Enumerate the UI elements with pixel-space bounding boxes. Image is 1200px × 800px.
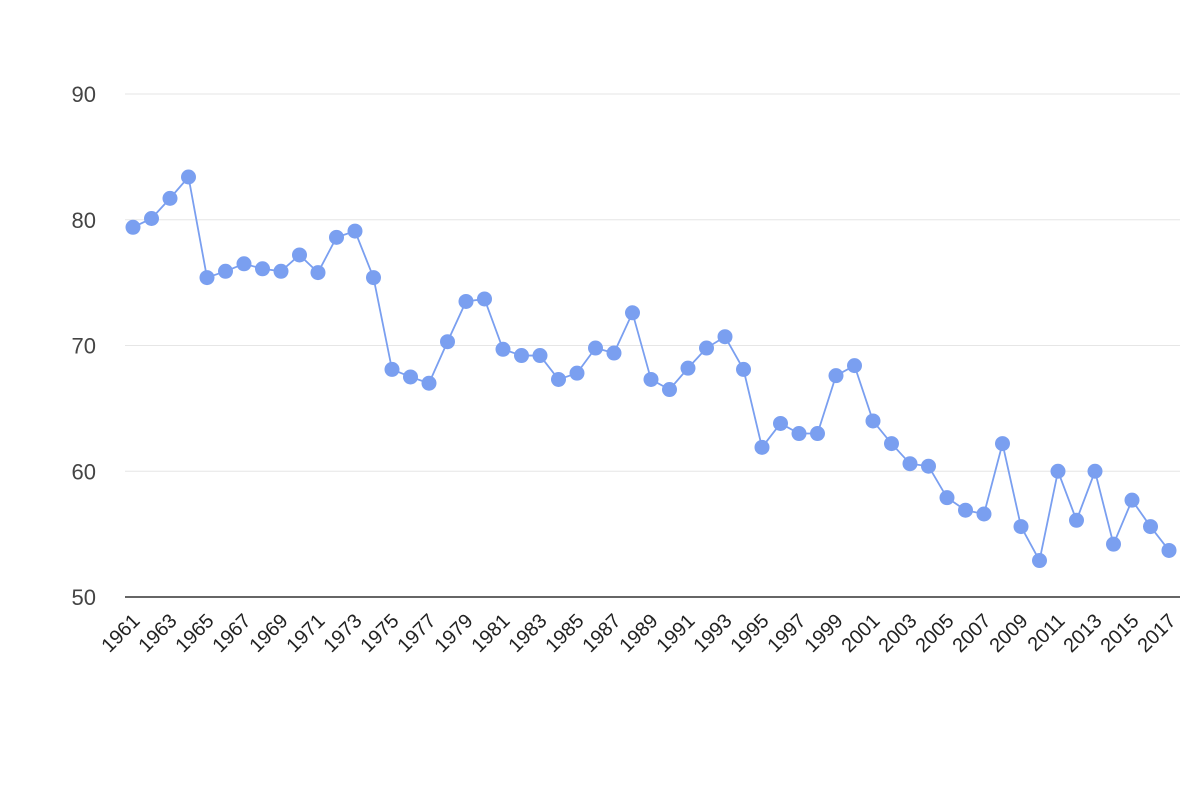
data-point-1964[interactable]: [181, 169, 196, 185]
x-tick-label: 2009: [986, 610, 1033, 657]
data-point-1992[interactable]: [699, 340, 714, 356]
data-point-1970[interactable]: [292, 247, 307, 263]
x-tick-label: 1993: [690, 610, 737, 657]
data-point-1987[interactable]: [606, 345, 622, 361]
x-tick-label: 1973: [320, 610, 367, 657]
data-point-1993[interactable]: [717, 329, 733, 345]
data-point-1985[interactable]: [569, 365, 585, 381]
data-point-1989[interactable]: [643, 371, 659, 387]
data-point-2017[interactable]: [1161, 542, 1177, 558]
x-tick-label: 1989: [616, 610, 663, 657]
series-group: [125, 169, 1177, 569]
grid-lines: [125, 93, 1180, 472]
data-point-2015[interactable]: [1124, 492, 1140, 508]
data-point-2011[interactable]: [1050, 463, 1066, 479]
data-point-2006[interactable]: [958, 502, 973, 518]
y-tick-label: 60: [72, 459, 96, 484]
x-tick-label: 1965: [172, 610, 219, 657]
data-point-2012[interactable]: [1069, 512, 1084, 528]
x-axis-tick-labels: 1961196319651967196919711973197519771979…: [98, 610, 1181, 657]
data-point-1961[interactable]: [125, 219, 141, 235]
x-tick-label: 1963: [135, 610, 182, 657]
data-point-1979[interactable]: [458, 293, 474, 309]
data-point-1982[interactable]: [514, 348, 529, 364]
x-tick-label: 1987: [579, 610, 626, 657]
x-tick-label: 1995: [727, 610, 774, 657]
data-point-2008[interactable]: [995, 436, 1010, 452]
x-tick-label: 2013: [1060, 610, 1107, 657]
x-tick-label: 2003: [875, 610, 922, 657]
y-tick-label: 90: [72, 82, 96, 107]
data-point-2003[interactable]: [902, 456, 918, 472]
x-tick-label: 1997: [764, 610, 811, 657]
x-tick-label: 1991: [653, 610, 700, 657]
data-point-1973[interactable]: [347, 223, 363, 239]
x-tick-label: 1969: [246, 610, 293, 657]
x-tick-label: 1961: [98, 610, 145, 657]
x-tick-label: 2015: [1097, 610, 1144, 657]
series-line: [132, 174, 1170, 564]
data-point-2001[interactable]: [865, 413, 881, 429]
x-tick-label: 2007: [949, 610, 996, 657]
data-point-2000[interactable]: [847, 358, 862, 374]
data-point-1994[interactable]: [736, 361, 751, 377]
y-tick-label: 70: [72, 334, 96, 359]
data-point-2016[interactable]: [1143, 519, 1158, 535]
x-tick-label: 2005: [912, 610, 959, 657]
x-tick-label: 1981: [468, 610, 515, 657]
x-tick-label: 1967: [209, 610, 256, 657]
data-point-1986[interactable]: [588, 340, 603, 356]
data-point-1967[interactable]: [236, 256, 252, 272]
data-point-1999[interactable]: [828, 368, 844, 384]
data-point-1975[interactable]: [384, 361, 400, 377]
x-tick-label: 1985: [542, 610, 589, 657]
data-point-1980[interactable]: [477, 291, 492, 307]
x-tick-label: 1977: [394, 610, 441, 657]
data-point-1981[interactable]: [495, 341, 511, 357]
data-point-2014[interactable]: [1106, 536, 1121, 552]
data-point-1995[interactable]: [754, 439, 770, 455]
data-point-2010[interactable]: [1032, 553, 1047, 569]
data-point-1968[interactable]: [255, 261, 270, 277]
data-point-2009[interactable]: [1013, 519, 1029, 535]
data-point-1983[interactable]: [532, 348, 548, 364]
data-point-1962[interactable]: [144, 210, 159, 226]
data-point-1990[interactable]: [662, 382, 677, 398]
x-tick-label: 1983: [505, 610, 552, 657]
x-tick-label: 1979: [431, 610, 478, 657]
data-point-1996[interactable]: [773, 415, 788, 431]
data-point-1988[interactable]: [625, 305, 640, 321]
data-point-1971[interactable]: [310, 265, 326, 281]
data-point-1974[interactable]: [366, 270, 381, 286]
data-point-1997[interactable]: [791, 426, 807, 442]
data-point-1965[interactable]: [199, 270, 215, 286]
data-point-1978[interactable]: [440, 334, 455, 350]
data-point-1977[interactable]: [421, 375, 437, 391]
data-point-1991[interactable]: [680, 360, 696, 376]
x-tick-label: 1971: [283, 610, 330, 657]
x-tick-label: 1999: [801, 610, 848, 657]
x-tick-label: 1975: [357, 610, 404, 657]
y-tick-label: 50: [72, 585, 96, 610]
data-point-2013[interactable]: [1087, 463, 1103, 479]
x-tick-label: 2011: [1024, 610, 1070, 656]
data-point-2004[interactable]: [921, 458, 936, 474]
data-point-2002[interactable]: [884, 436, 899, 452]
data-point-1976[interactable]: [403, 369, 418, 385]
data-point-1998[interactable]: [810, 426, 825, 442]
data-point-1969[interactable]: [273, 263, 289, 279]
x-tick-label: 2001: [838, 610, 885, 657]
x-tick-label: 2017: [1134, 610, 1181, 657]
data-point-1984[interactable]: [551, 371, 566, 387]
y-axis-tick-labels: 50 60 70 80 90: [72, 82, 96, 610]
data-point-2007[interactable]: [976, 506, 992, 522]
data-point-1972[interactable]: [329, 229, 344, 245]
data-point-1966[interactable]: [218, 263, 233, 279]
data-point-2005[interactable]: [939, 490, 955, 506]
data-point-1963[interactable]: [162, 190, 178, 206]
y-tick-label: 80: [72, 208, 96, 233]
